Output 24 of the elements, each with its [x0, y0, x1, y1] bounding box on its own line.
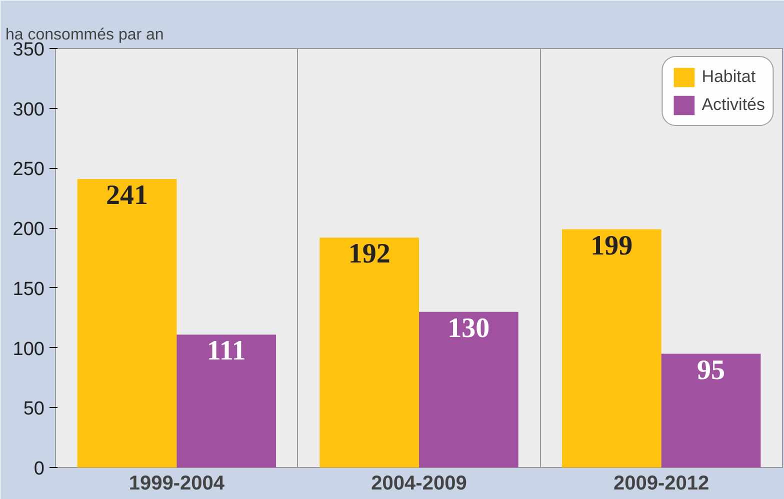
y-tick-label: 50 [23, 398, 45, 420]
legend-label: Activités [702, 95, 765, 115]
data-label: 241 [106, 180, 148, 211]
y-tick-label: 200 [12, 219, 44, 240]
x-tick-label: 1999-2004 [128, 472, 226, 494]
bar [77, 178, 177, 468]
y-tick-label: 150 [12, 278, 44, 300]
bar [320, 238, 419, 468]
x-tick-label: 2004-2009 [371, 472, 467, 494]
y-tick-label: 0 [34, 458, 45, 480]
y-tick-label: 100 [12, 338, 44, 360]
bar [661, 354, 761, 468]
x-tick-label: 2009-2012 [614, 472, 710, 494]
data-label: 192 [348, 238, 390, 270]
data-label: 111 [206, 336, 246, 367]
y-tick-label: 300 [12, 99, 44, 120]
bar [176, 334, 276, 468]
data-label: 95 [697, 354, 726, 386]
data-label: 130 [448, 312, 490, 344]
bar [419, 312, 518, 468]
bar [562, 229, 662, 468]
y-tick-label: 250 [12, 159, 44, 180]
data-label: 199 [590, 230, 633, 262]
legend-label: Habitat [702, 67, 756, 87]
